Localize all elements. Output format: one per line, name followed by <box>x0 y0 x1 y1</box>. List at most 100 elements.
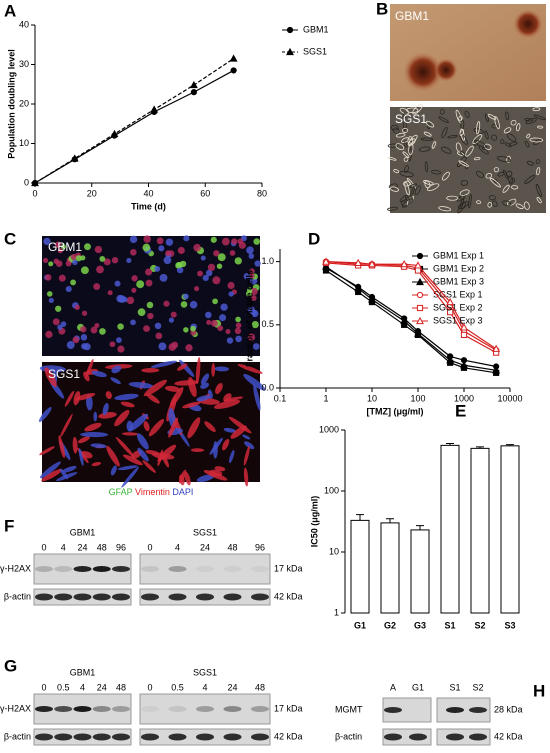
cell <box>459 198 464 210</box>
cell <box>532 107 541 112</box>
cell <box>110 377 121 385</box>
cell <box>460 128 465 141</box>
cell <box>526 133 531 139</box>
cell <box>168 317 175 323</box>
blot-band <box>251 593 269 601</box>
x-tick-label: S3 <box>504 620 515 630</box>
cell <box>66 341 75 349</box>
cell <box>182 401 201 409</box>
cell <box>205 311 212 319</box>
cell <box>189 300 198 309</box>
cell <box>150 360 178 368</box>
cell <box>48 297 54 303</box>
y-tick-label: 30 <box>19 59 29 69</box>
cell <box>187 417 201 439</box>
cell <box>535 183 542 198</box>
cell <box>200 382 210 389</box>
cell <box>502 200 512 207</box>
cell <box>430 169 442 175</box>
marker <box>400 260 409 268</box>
legend-marker <box>416 316 424 325</box>
marker <box>447 309 454 316</box>
cell <box>526 160 534 166</box>
blot-band <box>92 566 111 572</box>
cell <box>39 461 61 479</box>
cells <box>387 104 546 214</box>
cell <box>404 181 410 196</box>
blot-band <box>92 593 111 601</box>
cell <box>94 245 103 254</box>
cell <box>496 156 511 163</box>
cell <box>475 171 485 178</box>
cell <box>212 298 218 305</box>
cell <box>246 246 254 255</box>
cell <box>107 290 113 296</box>
cell <box>216 263 223 269</box>
cell <box>148 418 165 437</box>
cell <box>524 117 534 122</box>
cell <box>476 121 481 135</box>
cell <box>488 195 496 201</box>
legend-marker <box>416 291 424 299</box>
marker <box>322 257 330 265</box>
cell <box>145 268 153 276</box>
lane-label: 24 <box>97 682 107 692</box>
blot-band <box>251 706 269 712</box>
cell <box>121 466 139 488</box>
x-tick-label: 1000 <box>454 393 474 403</box>
cell <box>489 177 501 188</box>
cell <box>78 436 90 444</box>
cell <box>423 131 432 137</box>
cell <box>505 170 513 177</box>
cell <box>158 245 165 252</box>
error-bar <box>386 518 394 523</box>
legend-label: SGS1 Exp 1 <box>433 289 483 299</box>
marker <box>190 89 197 96</box>
blot-band <box>168 706 187 712</box>
cell <box>117 345 125 353</box>
cell <box>46 291 53 297</box>
cell <box>200 255 206 261</box>
x-tick-label: 20 <box>87 188 97 198</box>
bar <box>500 445 520 614</box>
cell <box>114 280 121 287</box>
photo <box>42 362 260 482</box>
lane-label: 0 <box>147 542 152 552</box>
marker <box>492 366 501 374</box>
cell <box>234 257 242 265</box>
cell <box>184 471 191 486</box>
cell <box>459 189 470 196</box>
cell <box>202 274 209 282</box>
lane-label: 0 <box>147 682 152 692</box>
cell <box>213 441 218 459</box>
cell <box>424 161 429 173</box>
cell <box>53 258 60 265</box>
cell <box>388 183 398 189</box>
cell <box>62 465 77 473</box>
cell <box>44 274 52 281</box>
x-axis-label: [TMZ] (μg/ml) <box>367 406 424 416</box>
cell <box>91 370 107 378</box>
lane-label: 48 <box>227 542 237 552</box>
marker <box>110 129 119 138</box>
blot-band <box>35 566 53 572</box>
cell <box>183 235 190 242</box>
blot-band <box>35 593 53 601</box>
axis-line <box>34 25 262 184</box>
cell <box>220 303 228 311</box>
cell <box>145 279 153 287</box>
cell <box>418 146 431 152</box>
blot-band <box>223 733 242 741</box>
cell <box>174 380 199 386</box>
marker <box>414 267 422 274</box>
sphere <box>434 58 458 82</box>
blot-band <box>168 733 187 741</box>
cell <box>402 112 407 120</box>
cell <box>154 322 162 330</box>
blot-band <box>112 733 130 741</box>
blot-band <box>168 593 187 601</box>
cell <box>143 235 151 243</box>
image-label: GBM1 <box>395 9 429 23</box>
marker <box>354 258 363 266</box>
